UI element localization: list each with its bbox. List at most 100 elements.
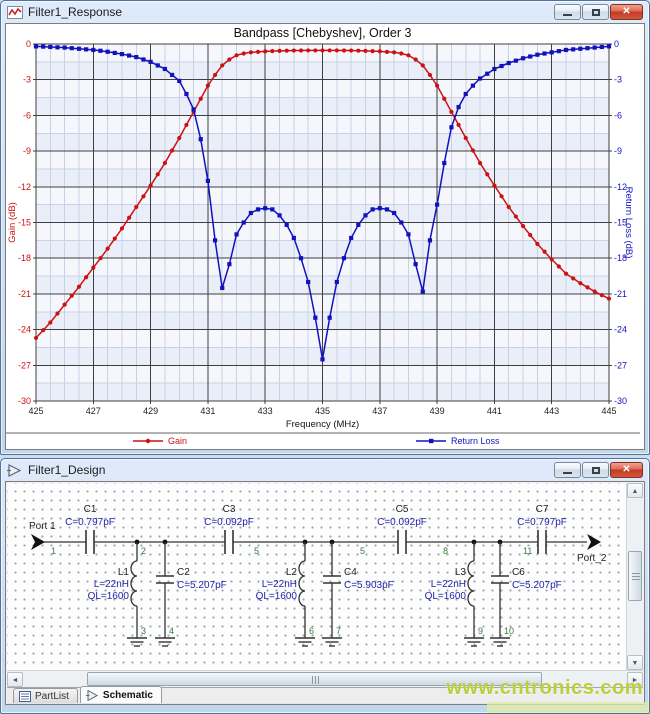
- component-ref: C4: [344, 567, 357, 578]
- response-chart-client: Bandpass [Chebyshev], Order 3 425 427 429 43…: [5, 23, 645, 450]
- svg-text:-30: -30: [614, 396, 627, 406]
- minimize-button[interactable]: [554, 4, 581, 20]
- node-number: 10: [504, 626, 514, 636]
- legend-return-loss: Return Loss: [416, 436, 500, 446]
- schematic-icon: [85, 689, 98, 701]
- series-capacitor-c1[interactable]: C1 C=0.797pF: [65, 504, 115, 555]
- svg-text:0: 0: [614, 39, 619, 49]
- svg-text:-3: -3: [614, 75, 622, 85]
- horizontal-scroll-thumb[interactable]: [87, 672, 542, 686]
- svg-text:-18: -18: [18, 253, 31, 263]
- tab-partlist[interactable]: PartList: [13, 688, 78, 703]
- svg-text:1: 1: [51, 546, 56, 556]
- svg-text:-9: -9: [614, 146, 622, 156]
- scroll-down-icon[interactable]: ▼: [627, 655, 643, 670]
- status-strip: [7, 703, 643, 704]
- response-window-title: Filter1_Response: [28, 5, 123, 19]
- vertical-scrollbar[interactable]: ▲ ▼: [626, 483, 643, 670]
- node-number: 7: [336, 626, 341, 636]
- component-ref: C7: [536, 504, 549, 515]
- component-ref: L2: [286, 567, 298, 578]
- scroll-up-icon[interactable]: ▲: [627, 483, 643, 498]
- svg-text:-6: -6: [614, 110, 622, 120]
- svg-text:2: 2: [141, 546, 146, 556]
- svg-text:433: 433: [258, 406, 273, 416]
- component-q: QL=1600: [425, 591, 467, 602]
- scroll-left-icon[interactable]: ◄: [7, 672, 23, 687]
- component-ref: L1: [118, 567, 130, 578]
- svg-text:-15: -15: [614, 218, 627, 228]
- x-tick-labels: 425 427 429 431 433 435 437 439 441 443 445: [28, 406, 616, 416]
- bottom-tab-bar: PartList Schematic: [7, 686, 643, 703]
- plot-frame: [35, 43, 610, 402]
- minimize-button[interactable]: [554, 462, 581, 478]
- close-button[interactable]: ✕: [610, 462, 643, 478]
- svg-text:-27: -27: [614, 360, 627, 370]
- component-ref: L3: [455, 567, 467, 578]
- svg-text:-24: -24: [614, 325, 627, 335]
- svg-text:-12: -12: [18, 182, 31, 192]
- partlist-icon: [19, 690, 31, 702]
- node-number: 4: [169, 626, 174, 636]
- svg-text:5: 5: [360, 546, 365, 556]
- tab-schematic-label: Schematic: [102, 689, 153, 701]
- svg-text:-15: -15: [18, 218, 31, 228]
- shunt-capacitor-c4[interactable]: C4 C=5.903pF 7: [322, 539, 394, 647]
- response-titlebar[interactable]: Filter1_Response ✕: [1, 1, 649, 23]
- x-axis-label: Frequency (MHz): [286, 419, 359, 430]
- component-value: C=0.797pF: [517, 517, 567, 528]
- svg-text:Gain: Gain: [168, 436, 187, 445]
- svg-text:11: 11: [523, 546, 532, 556]
- svg-text:-3: -3: [23, 75, 31, 85]
- maximize-button[interactable]: [582, 4, 609, 20]
- vertical-scroll-thumb[interactable]: [628, 551, 642, 601]
- design-window: Filter1_Design ✕ Port 1 Port_2 C1 C=0.797pF…: [0, 458, 650, 714]
- component-value: C=5.903pF: [344, 580, 394, 591]
- window-controls: ✕: [554, 462, 643, 478]
- svg-text:429: 429: [143, 406, 158, 416]
- design-client: Port 1 Port_2 C1 C=0.797pF C3 C=0.092pF C5 C=0.…: [5, 481, 645, 705]
- right-tick-labels: 0 -3 -6 -9 -12 -15 -18 -21 -24 -27 -30: [614, 39, 627, 406]
- component-ref: C3: [223, 504, 236, 515]
- watermark-strip: [487, 702, 649, 713]
- response-window-icon: [7, 5, 23, 19]
- component-value: L=22nH: [262, 579, 297, 590]
- svg-text:435: 435: [315, 406, 330, 416]
- left-tick-labels: 0 -3 -6 -9 -12 -15 -18 -21 -24 -27 -30: [18, 39, 31, 406]
- series-capacitor-c3[interactable]: C3 C=0.092pF: [204, 504, 254, 555]
- maximize-button[interactable]: [582, 462, 609, 478]
- chart-title: Bandpass [Chebyshev], Order 3: [234, 26, 412, 40]
- node-number: 6: [309, 626, 314, 636]
- node-number: 3: [141, 626, 146, 636]
- design-window-icon: [7, 463, 23, 477]
- svg-text:425: 425: [28, 406, 43, 416]
- shunt-capacitor-c6[interactable]: C6 C=5.207pF 10: [490, 539, 562, 647]
- component-q: QL=1600: [88, 591, 130, 602]
- component-value: C=5.207pF: [177, 580, 227, 591]
- svg-text:437: 437: [372, 406, 387, 416]
- series-capacitor-c5[interactable]: C5 C=0.092pF: [377, 504, 427, 555]
- horizontal-scrollbar[interactable]: ◄ ►: [7, 670, 643, 687]
- svg-text:-6: -6: [23, 110, 31, 120]
- component-ref: C6: [512, 567, 525, 578]
- component-value: C=0.797pF: [65, 517, 115, 528]
- shunt-capacitor-c2[interactable]: C2 C=5.207pF 4: [155, 539, 227, 647]
- schematic-canvas[interactable]: Port 1 Port_2 C1 C=0.797pF C3 C=0.092pF C5 C=0.…: [7, 483, 627, 670]
- series-capacitor-c7[interactable]: C7 C=0.797pF: [517, 504, 567, 555]
- svg-text:445: 445: [601, 406, 616, 416]
- svg-text:439: 439: [430, 406, 445, 416]
- port-2: Port_2: [577, 534, 607, 564]
- window-controls: ✕: [554, 4, 643, 20]
- svg-text:-18: -18: [614, 253, 627, 263]
- svg-text:-12: -12: [614, 182, 627, 192]
- scroll-right-icon[interactable]: ►: [627, 672, 643, 687]
- svg-text:443: 443: [544, 406, 559, 416]
- tab-schematic[interactable]: Schematic: [79, 686, 162, 703]
- close-button[interactable]: ✕: [610, 4, 643, 20]
- schematic-drawing: Port 1 Port_2 C1 C=0.797pF C3 C=0.092pF C5 C=0.…: [29, 504, 607, 647]
- design-titlebar[interactable]: Filter1_Design ✕: [1, 459, 649, 481]
- port-label: Port 1: [29, 521, 56, 532]
